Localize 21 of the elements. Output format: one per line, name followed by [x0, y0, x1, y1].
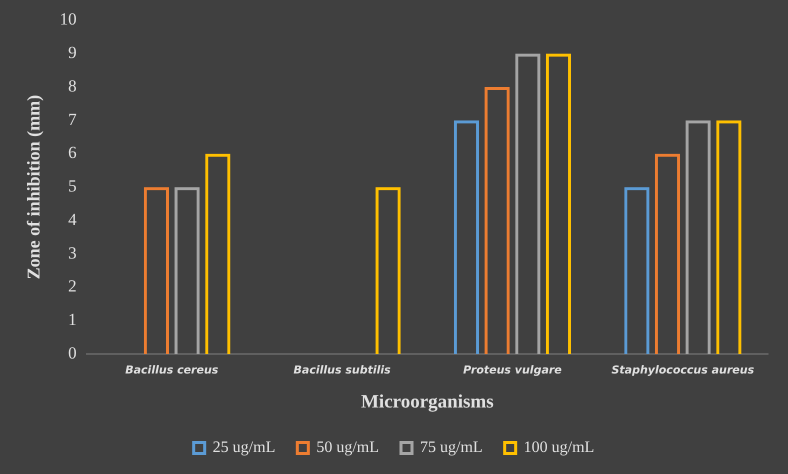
- y-tick-label: 9: [68, 43, 77, 62]
- y-tick-label: 2: [68, 276, 77, 296]
- legend-label: 50 ug/mL: [316, 439, 380, 456]
- x-tick-label: Bacillus subtilis: [294, 363, 392, 376]
- y-tick-label: 10: [60, 10, 77, 29]
- y-axis-title: Zone of inhibition (mm): [23, 94, 44, 280]
- legend-label: 75 ug/mL: [420, 439, 483, 456]
- x-tick-label: Proteus vulgare: [463, 363, 562, 376]
- x-tick-label: Bacillus cereus: [125, 363, 219, 376]
- x-axis-title: Microorganisms: [360, 392, 494, 413]
- y-tick-label: 0: [68, 343, 77, 362]
- y-tick-label: 7: [68, 110, 78, 129]
- y-tick-label: 8: [68, 76, 77, 96]
- y-tick-label: 4: [68, 210, 78, 229]
- y-tick-label: 1: [68, 310, 77, 330]
- x-tick-label: Staphylococcus aureus: [611, 363, 755, 376]
- y-tick-label: 5: [68, 176, 77, 196]
- legend-label: 25 ug/mL: [212, 439, 276, 456]
- y-tick-label: 3: [68, 243, 77, 262]
- y-tick-label: 6: [68, 143, 77, 162]
- legend-label: 100 ug/mL: [524, 439, 594, 456]
